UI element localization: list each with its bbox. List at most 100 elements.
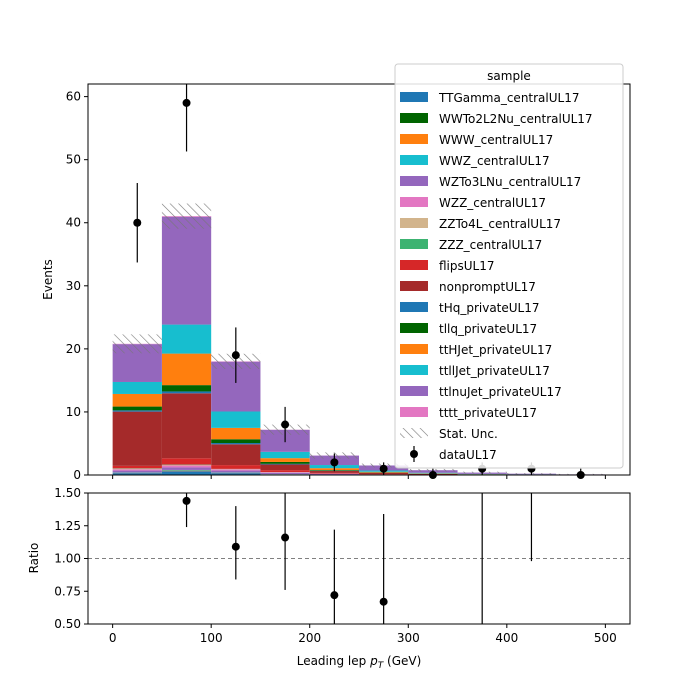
stat-unc-bin-0 — [112, 334, 162, 354]
legend-label-ZZTo4L_centralUL17: ZZTo4L_centralUL17 — [439, 217, 561, 231]
legend-label-nonpromptUL17: nonpromptUL17 — [439, 280, 536, 294]
legend-label-flipsUL17: flipsUL17 — [439, 259, 495, 273]
legend-swatch-stat-unc — [400, 428, 428, 438]
bar-flipsUL17-bin-4 — [309, 472, 359, 474]
legend-label-WWW_centralUL17: WWW_centralUL17 — [439, 133, 553, 147]
bar-WZTo3LNu_centralUL17-bin-2 — [211, 470, 261, 473]
main-y-tick-label-40: 40 — [66, 216, 81, 230]
main-y-tick-label-10: 10 — [66, 405, 81, 419]
legend-frame — [394, 63, 624, 469]
main-x-ticks — [112, 475, 606, 479]
bar-ZZTo4L_centralUL17-bin-0 — [112, 468, 162, 470]
legend-title: sample — [487, 69, 531, 83]
bar-WZTo3LNu_centralUL17-bin-1 — [161, 467, 212, 470]
bar-nonpromptUL17-bin-0 — [112, 411, 162, 466]
legend-swatch-ttHJet_privateUL17 — [400, 344, 428, 354]
legend-label-WZZ_centralUL17: WZZ_centralUL17 — [439, 196, 546, 210]
x-tick-label-200: 200 — [298, 631, 321, 645]
legend-label-ZZZ_centralUL17: ZZZ_centralUL17 — [439, 238, 542, 252]
data-point-2 — [231, 351, 240, 360]
bar-nonpromptUL17-bin-1 — [161, 393, 212, 459]
bar-WZTo3LNu_centralUL17-bin-3 — [260, 472, 310, 475]
x-tick-label-500: 500 — [594, 631, 617, 645]
legend-label-WWTo2L2Nu_centralUL17: WWTo2L2Nu_centralUL17 — [439, 112, 593, 126]
legend-swatch-tHq_privateUL17 — [400, 302, 428, 312]
legend-label-Stat. Unc.: Stat. Unc. — [439, 427, 498, 441]
bar-tHq_privateUL17-bin-1 — [161, 391, 212, 394]
main-y-tick-label-50: 50 — [66, 153, 81, 167]
legend-swatch-WWTo2L2Nu_centralUL17 — [400, 113, 428, 123]
main-panel: 0 10 20 30 40 50 60 Events — [41, 83, 631, 482]
bar-ttHJet_privateUL17-bin-0 — [112, 393, 162, 407]
bar-WZZ_centralUL17-bin-3 — [260, 472, 310, 473]
bar-WWW_centralUL17-bin-1 — [161, 470, 212, 472]
ratio-y-tick-label-0.50: 0.50 — [54, 617, 81, 631]
legend-swatch-WZTo3LNu_centralUL17 — [400, 176, 428, 186]
bar-WZTo3LNu_centralUL17-bin-4 — [309, 473, 359, 475]
bar-ttHJet_privateUL17-bin-3 — [260, 458, 310, 462]
legend-label-dataUL17: dataUL17 — [439, 448, 497, 462]
legend-swatch-ZZZ_centralUL17 — [400, 239, 428, 249]
main-y-tick-label-30: 30 — [66, 279, 81, 293]
legend-label-tttt_privateUL17: tttt_privateUL17 — [439, 406, 537, 420]
legend-swatch-tllq_privateUL17 — [400, 323, 428, 333]
ratio-point-3 — [330, 591, 339, 600]
bar-tHq_privateUL17-bin-0 — [112, 410, 162, 412]
bar-ttllJet_privateUL17-bin-2 — [211, 411, 261, 428]
bar-ttlnuJet_privateUL17-bin-1 — [161, 216, 212, 325]
x-tick-label-400: 400 — [495, 631, 518, 645]
data-point-1 — [182, 98, 191, 107]
main-y-ticks: 0 10 20 30 40 50 60 — [66, 90, 88, 482]
x-tick-label-300: 300 — [397, 631, 420, 645]
bar-nonpromptUL17-bin-2 — [211, 444, 261, 466]
ratio-y-ticks: 0.50 0.75 1.00 1.25 1.50 — [54, 486, 88, 631]
legend-swatch-nonpromptUL17 — [400, 281, 428, 291]
legend-swatch-ZZTo4L_centralUL17 — [400, 218, 428, 228]
ratio-point-4 — [379, 597, 388, 606]
legend-swatch-flipsUL17 — [400, 260, 428, 270]
bar-flipsUL17-bin-2 — [211, 465, 261, 469]
x-axis-label: Leading lep pT (GeV) — [297, 654, 422, 671]
legend-swatch-WWZ_centralUL17 — [400, 155, 428, 165]
legend-swatch-tttt_privateUL17 — [400, 407, 428, 417]
data-point-3 — [281, 420, 290, 429]
data-point-0 — [133, 218, 142, 227]
bar-flipsUL17-bin-3 — [260, 470, 310, 473]
bar-flipsUL17-bin-1 — [161, 458, 212, 465]
bar-tHq_privateUL17-bin-3 — [260, 463, 310, 465]
ratio-axes-frame — [87, 492, 631, 625]
bar-flipsUL17-bin-0 — [112, 465, 162, 469]
legend-swatch-ttllJet_privateUL17 — [400, 365, 428, 375]
stat-unc-bin-1 — [161, 203, 212, 229]
bar-ttllJet_privateUL17-bin-1 — [161, 324, 212, 354]
bar-tllq_privateUL17-bin-3 — [260, 461, 310, 464]
bar-nonpromptUL17-bin-3 — [260, 464, 310, 471]
x-tick-label-100: 100 — [200, 631, 223, 645]
y-axis-label: Events — [41, 259, 55, 300]
ratio-y-axis-label: Ratio — [27, 543, 41, 574]
ratio-points — [182, 493, 533, 624]
main-axes-frame — [87, 83, 631, 476]
data-point-5 — [379, 464, 388, 473]
bar-WWZ_centralUL17-bin-1 — [161, 469, 212, 471]
bar-WZZ_centralUL17-bin-2 — [211, 469, 261, 471]
ratio-point-0 — [182, 496, 191, 505]
legend-swatch-TTGamma_centralUL17 — [400, 92, 428, 102]
bar-tllq_privateUL17-bin-2 — [211, 439, 261, 444]
ratio-y-tick-label-1.25: 1.25 — [54, 519, 81, 533]
legend-label-ttllJet_privateUL17: ttllJet_privateUL17 — [439, 364, 550, 378]
main-y-tick-label-60: 60 — [66, 90, 81, 104]
bar-tllq_privateUL17-bin-0 — [112, 406, 162, 411]
x-tick-labels: 0 100 200 300 400 500 — [109, 624, 617, 645]
bar-WZZ_centralUL17-bin-0 — [112, 469, 162, 471]
ratio-panel: 0.50 0.75 1.00 1.25 1.50 0 100 200 300 400 500 Ra… — [27, 486, 631, 671]
legend-label-tllq_privateUL17: tllq_privateUL17 — [439, 322, 537, 336]
ratio-y-tick-label-1.50: 1.50 — [54, 486, 81, 500]
bar-ZZTo4L_centralUL17-bin-1 — [161, 464, 212, 466]
legend-label-WWZ_centralUL17: WWZ_centralUL17 — [439, 154, 550, 168]
bar-TTGamma_centralUL17-bin-0 — [112, 473, 162, 475]
ratio-point-2 — [281, 533, 290, 542]
ratio-y-tick-label-0.75: 0.75 — [54, 584, 81, 598]
bar-ttllJet_privateUL17-bin-3 — [260, 451, 310, 459]
